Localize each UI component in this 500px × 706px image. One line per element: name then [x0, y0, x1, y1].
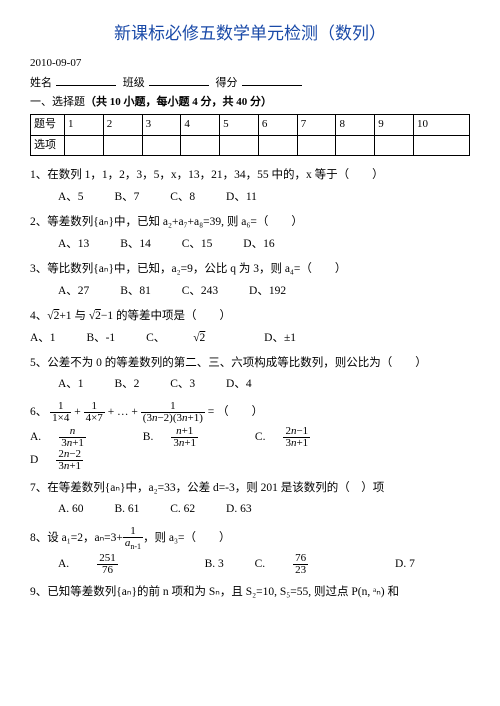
- student-info-line: 姓名 班级 得分: [30, 75, 470, 93]
- answer-cell[interactable]: [142, 135, 181, 156]
- page-title: 新课标必修五数学单元检测（数列）: [30, 20, 470, 47]
- row-head: 题号: [31, 114, 65, 135]
- opt-a: A. n3n+1: [30, 426, 122, 449]
- col-num: 5: [220, 114, 259, 135]
- date: 2010-09-07: [30, 55, 470, 73]
- opt-c-prefix: C、: [146, 329, 165, 347]
- options-6: A. n3n+1 B. n+13n+1 C. 2n−13n+1 D 2n−23n…: [30, 426, 470, 472]
- opt-c: C. 62: [170, 500, 195, 518]
- fraction: 11×4: [50, 401, 71, 424]
- col-num: 3: [142, 114, 181, 135]
- options-1: A、5 B、7 C、8 D、11: [30, 188, 470, 206]
- question-6: 6、 11×4 + 14×7 + … + 1(3n−2)(3n+1) = （ ）: [30, 401, 470, 424]
- answer-cell[interactable]: [414, 135, 470, 156]
- opt-b: B. 61: [114, 500, 139, 518]
- opt-b: B、14: [120, 235, 151, 253]
- opt-b: B、2: [114, 375, 139, 393]
- opt-b: B、-1: [86, 329, 115, 347]
- section-1-heading: 一、选择题（共 10 小题，每小题 4 分，共 40 分）: [30, 94, 470, 112]
- opt-c: C、3: [170, 375, 195, 393]
- q6-tail: = （ ）: [208, 406, 263, 418]
- q4-mid: 与: [72, 310, 89, 322]
- opt-b: B. 3: [205, 555, 224, 573]
- opt-d: D 2n−23n+1: [30, 449, 119, 472]
- name-label: 姓名: [30, 77, 52, 89]
- answer-cell[interactable]: [336, 135, 375, 156]
- opt-d: D. 63: [226, 500, 252, 518]
- answer-table: 题号 1 2 3 4 5 6 7 8 9 10 选项: [30, 114, 470, 156]
- q4-prefix: 4、: [30, 310, 47, 322]
- table-row: 题号 1 2 3 4 5 6 7 8 9 10: [31, 114, 470, 135]
- q8-suffix: ，则 a₃=（ ）: [143, 532, 230, 544]
- opt-c: C. 2n−13n+1: [255, 426, 346, 449]
- class-blank[interactable]: [149, 75, 209, 86]
- opt-b: B、7: [114, 188, 139, 206]
- opt-c: C. 7623: [255, 553, 365, 576]
- col-num: 2: [103, 114, 142, 135]
- score-blank[interactable]: [242, 75, 302, 86]
- q4-suffix: 的等差中项是（ ）: [113, 310, 231, 322]
- answer-cell[interactable]: [297, 135, 336, 156]
- col-num: 4: [181, 114, 220, 135]
- question-8: 8、设 a₁=2，aₙ=3+1an-1，则 a₃=（ ）: [30, 526, 470, 551]
- opt-d: D. 7: [395, 555, 415, 573]
- question-9: 9、已知等差数列{aₙ}的前 n 项和为 Sₙ，且 S₂=10, S₅=55, …: [30, 583, 470, 603]
- q8-prefix: 8、设 a₁=2，aₙ=3+: [30, 532, 123, 544]
- col-num: 7: [297, 114, 336, 135]
- question-3: 3、等比数列{aₙ}中，已知，a₂=9，公比 q 为 3，则 a₄=（ ）: [30, 260, 470, 280]
- fraction: 14×7: [84, 401, 105, 424]
- opt-c: C、15: [182, 235, 213, 253]
- opt-c: C、243: [182, 282, 218, 300]
- answer-cell[interactable]: [103, 135, 142, 156]
- class-label: 班级: [123, 77, 145, 89]
- question-2: 2、等差数列{aₙ}中，已知 a₂+a₇+a₈=39, 则 a₆=（ ）: [30, 213, 470, 233]
- opt-a: A. 60: [58, 500, 84, 518]
- opt-a: A、27: [58, 282, 89, 300]
- col-num: 8: [336, 114, 375, 135]
- options-2: A、13 B、14 C、15 D、16: [30, 235, 470, 253]
- col-num: 1: [65, 114, 104, 135]
- opt-d: D、16: [243, 235, 274, 253]
- opt-d: D、192: [249, 282, 286, 300]
- col-num: 6: [258, 114, 297, 135]
- opt-a: A、13: [58, 235, 89, 253]
- opt-c: C、√2: [146, 329, 233, 347]
- col-num: 9: [375, 114, 414, 135]
- opt-a: A、1: [30, 329, 56, 347]
- options-5: A、1 B、2 C、3 D、4: [30, 375, 470, 393]
- section-desc: （共 10 小题，每小题 4 分，共 40 分）: [85, 96, 272, 108]
- answer-cell[interactable]: [65, 135, 104, 156]
- col-num: 10: [414, 114, 470, 135]
- question-1: 1、在数列 1，1，2，3，5，x，13，21，34，55 中的，x 等于（ ）: [30, 166, 470, 186]
- question-7: 7、在等差数列{aₙ}中，a₂=33，公差 d=-3，则 201 是该数列的（ …: [30, 479, 470, 499]
- opt-d: D、11: [226, 188, 257, 206]
- table-row: 选项: [31, 135, 470, 156]
- q6-prefix: 6、: [30, 406, 47, 418]
- opt-a: A、5: [58, 188, 84, 206]
- name-blank[interactable]: [56, 75, 116, 86]
- row-head: 选项: [31, 135, 65, 156]
- answer-cell[interactable]: [258, 135, 297, 156]
- question-5: 5、公差不为 0 的等差数列的第二、三、六项构成等比数列，则公比为（ ）: [30, 354, 470, 374]
- fraction: 1an-1: [123, 526, 143, 551]
- opt-a: A. 25176: [58, 553, 174, 576]
- options-3: A、27 B、81 C、243 D、192: [30, 282, 470, 300]
- opt-a: A、1: [58, 375, 84, 393]
- fraction: 1(3n−2)(3n+1): [141, 401, 205, 424]
- options-4: A、1 B、-1 C、√2 D、±1: [30, 329, 470, 347]
- answer-cell[interactable]: [220, 135, 259, 156]
- score-label: 得分: [216, 77, 238, 89]
- answer-cell[interactable]: [181, 135, 220, 156]
- question-4: 4、√2+1 与 √2−1 的等差中项是（ ）: [30, 307, 470, 327]
- section-label: 一、选择题: [30, 96, 85, 108]
- options-8: A. 25176 B. 3 C. 7623 D. 7: [30, 553, 470, 576]
- opt-c: C、8: [170, 188, 195, 206]
- opt-d: D、±1: [264, 329, 296, 347]
- answer-cell[interactable]: [375, 135, 414, 156]
- opt-b: B. n+13n+1: [143, 426, 234, 449]
- opt-d: D、4: [226, 375, 252, 393]
- options-7: A. 60 B. 61 C. 62 D. 63: [30, 500, 470, 518]
- opt-b: B、81: [120, 282, 151, 300]
